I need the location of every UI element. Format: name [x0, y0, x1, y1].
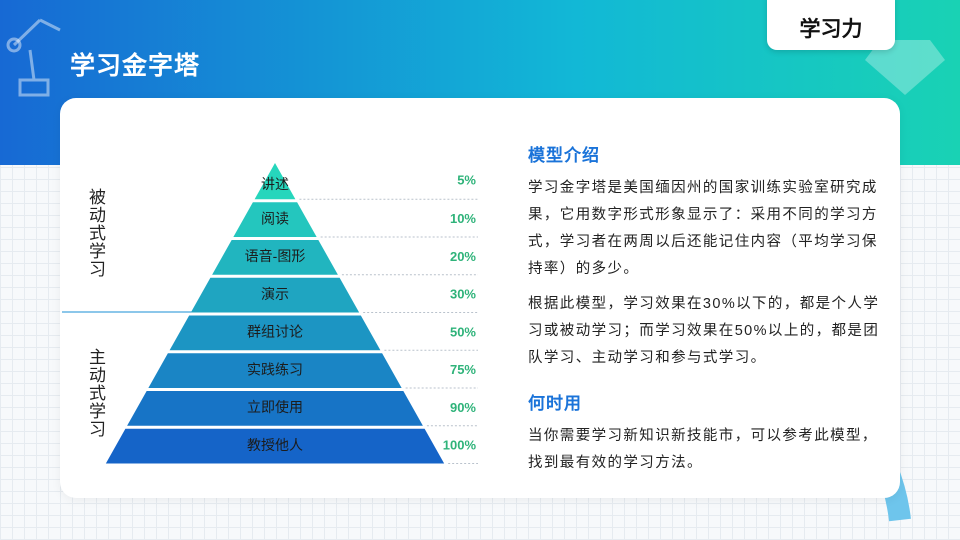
- rate-label: 100%: [443, 438, 477, 453]
- rate-label: 10%: [450, 211, 476, 226]
- rate-label: 50%: [450, 324, 476, 339]
- tag: 学习力: [767, 0, 895, 50]
- level-label: 实践练习: [247, 361, 303, 377]
- pyramid-level: [254, 163, 296, 200]
- rate-label: 90%: [450, 400, 476, 415]
- rate-label: 75%: [450, 362, 476, 377]
- rate-label: 30%: [450, 287, 476, 302]
- page-title: 学习金字塔: [70, 52, 201, 80]
- group-label: 主动式学习: [86, 348, 105, 438]
- lamp-icon: [6, 18, 61, 97]
- text-panel: 模型介绍 学习金字塔是美国缅因州的国家训练实验室研究成果，它用数字形式形象显示了…: [528, 142, 888, 485]
- pyramid-level: [212, 240, 338, 275]
- level-label: 教授他人: [247, 437, 303, 453]
- paragraph: 当你需要学习新知识新技能市，可以参考此模型，找到最有效的学习方法。: [528, 428, 878, 471]
- rate-label: 20%: [450, 249, 476, 264]
- level-label: 立即使用: [247, 399, 303, 415]
- pyramid-level: [233, 202, 317, 237]
- level-label: 群组讨论: [247, 324, 303, 340]
- pyramid-level: [190, 277, 360, 313]
- group-label: 被动式学习: [86, 188, 105, 278]
- level-label: 演示: [261, 286, 289, 302]
- pyramid-level: [105, 428, 445, 464]
- paragraph: 学习金字塔是美国缅因州的国家训练实验室研究成果，它用数字形式形象显示了：采用不同…: [528, 180, 878, 277]
- level-label: 讲述: [261, 176, 289, 192]
- rate-label: 5%: [457, 173, 476, 188]
- gem-icon: [865, 40, 945, 95]
- heading: 模型介绍: [528, 146, 600, 165]
- level-label: 语音-图形: [245, 248, 306, 264]
- pyramid-level: [127, 391, 423, 426]
- pyramid-level: [169, 315, 381, 351]
- heading: 何时用: [528, 394, 582, 413]
- level-label: 阅读: [261, 210, 289, 226]
- paragraph: 根据此模型，学习效果在30%以下的，都是个人学习或被动学习；而学习效果在50%以…: [528, 296, 880, 366]
- pyramid-level: [148, 353, 402, 388]
